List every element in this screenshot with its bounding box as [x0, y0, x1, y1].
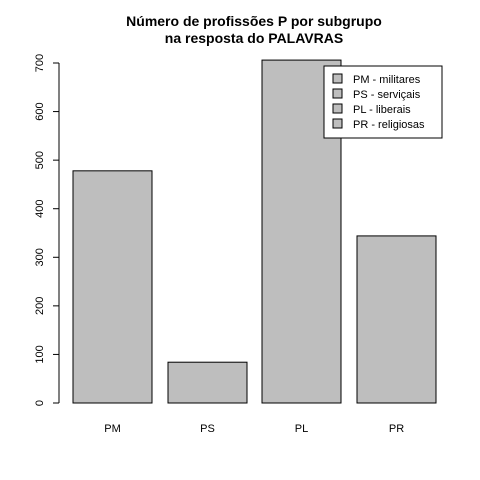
- y-tick-label: 300: [34, 248, 46, 266]
- chart-title-line-2: na resposta do PALAVRAS: [165, 30, 343, 46]
- legend-swatch: [332, 88, 343, 99]
- x-axis-labels: PM PS PL PR: [104, 423, 404, 435]
- legend-entry: PR - religiosas: [353, 119, 425, 131]
- y-tick-label: 400: [34, 200, 46, 218]
- bars: [72, 59, 437, 404]
- bar-pm: [72, 170, 153, 404]
- chart-title-line-1: Número de profissões P por subgrupo: [126, 13, 382, 29]
- y-tick-label: 100: [34, 345, 46, 363]
- legend-entry: PS - serviçais: [353, 89, 421, 101]
- y-tick-label: 600: [34, 102, 46, 120]
- legend-entry: PL - liberais: [353, 104, 411, 116]
- y-tick-label: 700: [34, 54, 46, 72]
- y-axis: 0 100 200 300 400 500 600 700: [34, 54, 60, 406]
- legend: PM - militares PS - serviçais PL - liberai…: [323, 65, 443, 139]
- bar-ps: [167, 361, 248, 404]
- bar-pr: [356, 235, 437, 404]
- legend-swatch: [332, 118, 343, 129]
- legend-box: [323, 65, 443, 139]
- x-tick-label: PS: [200, 423, 215, 435]
- legend-swatch: [332, 73, 343, 84]
- x-tick-label: PM: [104, 423, 121, 435]
- x-tick-label: PL: [295, 423, 308, 435]
- legend-swatch: [332, 103, 343, 114]
- legend-entry: PM - militares: [353, 74, 421, 86]
- x-tick-label: PR: [389, 423, 404, 435]
- y-tick-label: 500: [34, 151, 46, 169]
- y-tick-label: 200: [34, 297, 46, 315]
- y-tick-label: 0: [34, 400, 46, 406]
